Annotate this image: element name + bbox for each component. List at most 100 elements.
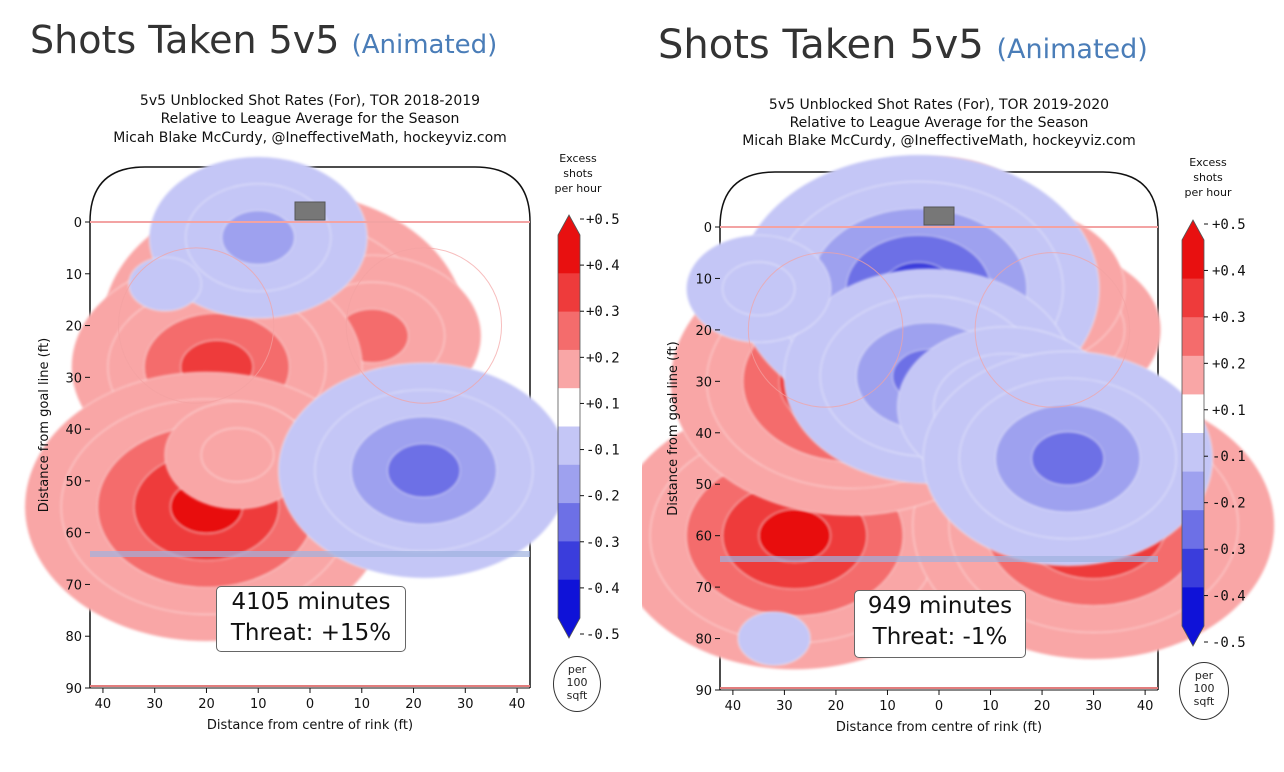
legend-title-line: Excess [559,152,597,165]
colorbar-tick-label: +0.3 [1212,310,1246,326]
colorbar-segment [558,426,580,466]
colorbar-segment [558,503,580,542]
colorbar-segment [1182,355,1204,395]
y-tick-label: 40 [65,423,82,438]
colorbar-tick-label: +0.4 [1212,263,1246,279]
chart-title-line: Relative to League Average for the Seaso… [790,115,1089,131]
colorbar-segment [558,235,580,274]
legend-title-line: per hour [555,182,602,195]
colorbar-segment [1182,510,1204,550]
y-tick-label: 0 [704,221,712,236]
faceoff-circle [747,252,904,408]
legend-title-line: Excess [1189,156,1227,169]
threat-text: Threat: +15% [230,620,392,646]
x-tick-label: 40 [509,697,526,712]
colorbar-segment [1182,394,1204,434]
colorbar-tick-label: +0.2 [586,350,620,366]
legend-title-line: per hour [1185,186,1232,199]
per-unit-line: per [567,663,587,676]
y-tick-label: 70 [695,581,712,596]
x-tick-label: 10 [353,697,370,712]
per-unit-line: 100 [1193,682,1215,695]
colorbar-tick-label: +0.5 [1212,217,1246,233]
x-tick-label: 30 [146,697,163,712]
x-tick-label: 20 [828,699,845,714]
per-unit-line: 100 [566,676,588,689]
y-axis-label: Distance from goal line (ft) [37,338,52,512]
heat-contour [221,210,295,265]
x-tick-label: 40 [95,697,112,712]
x-tick-label: 20 [1034,699,1051,714]
y-tick-label: 30 [695,375,712,390]
panel-heading: Shots Taken 5v5 (Animated) [658,22,1148,68]
colorbar-segment [1182,587,1204,627]
colorbar-tick-label: +0.5 [586,212,620,228]
heat-contour [737,611,811,666]
colorbar-tick-label: -0.3 [586,535,620,551]
colorbar-tick-label: -0.1 [586,443,620,459]
x-tick-label: 20 [198,697,215,712]
goal-net [923,206,955,226]
chart-title-line: Relative to League Average for the Seaso… [161,111,460,127]
blue-line [90,551,530,557]
minutes-annotation: 4105 minutes Threat: +15% [216,586,406,652]
chart-title-line: 5v5 Unblocked Shot Rates (For), TOR 2019… [769,97,1109,113]
colorbar-segment [558,273,580,313]
y-tick-label: 50 [65,475,82,490]
x-tick-label: 20 [405,697,422,712]
animated-link[interactable]: (Animated) [351,30,498,60]
y-tick-label: 90 [65,682,82,697]
heat-contour [1031,431,1105,486]
x-tick-label: 10 [250,697,267,712]
per-unit-circle: per 100 sqft [553,656,601,712]
x-tick-label: 30 [776,699,793,714]
x-tick-label: 0 [935,699,943,714]
colorbar-segment [1182,278,1204,318]
legend-title-line: shots [563,167,593,180]
x-tick-label: 30 [457,697,474,712]
colorbar-segment [558,388,580,427]
heat-contour [722,261,796,316]
minutes-annotation: 949 minutes Threat: -1% [854,590,1026,658]
heat-contour [128,256,202,312]
y-tick-label: 50 [695,478,712,493]
y-tick-label: 90 [695,684,712,699]
blue-line [720,556,1158,562]
x-tick-label: 40 [1137,699,1154,714]
minutes-text: 4105 minutes [231,589,391,615]
x-tick-label: 10 [982,699,999,714]
heat-contour [200,427,275,483]
x-axis-label: Distance from centre of rink (ft) [207,718,413,733]
colorbar-outline [557,214,581,639]
colorbar-segment [558,541,580,581]
colorbar-segment [558,579,580,619]
colorbar-segment [558,349,580,389]
chart-title-line: Micah Blake McCurdy, @IneffectiveMath, h… [113,130,507,146]
y-tick-label: 70 [65,578,82,593]
y-tick-label: 20 [695,324,712,339]
y-tick-label: 10 [695,272,712,287]
legend-title-line: shots [1193,171,1223,184]
faceoff-circle [117,247,275,404]
per-unit-circle: per 100 sqft [1179,662,1229,720]
heatmap-chart-2019-2020: 5v5 Unblocked Shot Rates (For), TOR 2019… [642,97,1275,735]
x-axis-label: Distance from centre of rink (ft) [836,720,1042,735]
x-tick-label: 0 [306,697,314,712]
animated-link[interactable]: (Animated) [996,34,1148,65]
goal-net [294,201,326,221]
heading-text: Shots Taken 5v5 [30,18,340,62]
x-tick-label: 30 [1085,699,1102,714]
heatmap-chart-2018-2019: 5v5 Unblocked Shot Rates (For), TOR 2018… [24,93,620,733]
colorbar-tick-label: +0.2 [1212,356,1246,372]
y-tick-label: 0 [74,216,82,231]
chart-group: 5v5 Unblocked Shot Rates (For), TOR 2018… [24,93,620,733]
colorbar-tick-label: -0.2 [1212,496,1246,512]
per-unit-line: sqft [566,689,588,702]
y-tick-label: 60 [65,527,82,542]
colorbar-arrow-bottom [558,618,580,638]
colorbar-arrow-top [1182,220,1204,240]
y-tick-label: 60 [695,530,712,545]
colorbar-segment [1182,317,1204,357]
colorbar-tick-label: +0.1 [1212,403,1246,419]
colorbar-segment [1182,240,1204,280]
